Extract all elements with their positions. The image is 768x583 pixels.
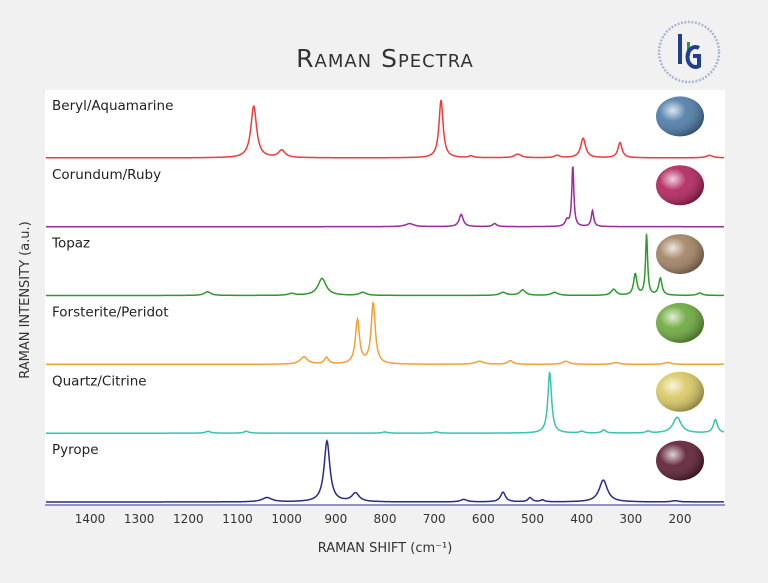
panel-quartz-citrine: Quartz/Citrine xyxy=(46,371,725,434)
gem-image xyxy=(656,234,704,275)
x-tick-label: 400 xyxy=(570,512,593,526)
panel-pyrope: Pyrope xyxy=(46,438,724,503)
chart-title: Raman Spectra xyxy=(296,44,474,73)
spectrum-line xyxy=(46,301,724,366)
x-tick-label: 1100 xyxy=(222,512,253,526)
x-tick-label: 300 xyxy=(619,512,642,526)
x-tick-label: 1200 xyxy=(173,512,204,526)
x-tick-label: 200 xyxy=(669,512,692,526)
panel-forsterite-peridot: Forsterite/Peridot xyxy=(46,301,724,366)
gem-image xyxy=(656,302,704,343)
x-tick-label: 900 xyxy=(324,512,347,526)
panel-corundum-ruby: Corundum/Ruby xyxy=(46,165,724,228)
x-tick-label: 1400 xyxy=(75,512,106,526)
series-label: Corundum/Ruby xyxy=(52,167,161,183)
x-tick-label: 500 xyxy=(521,512,544,526)
x-tick-label: 700 xyxy=(423,512,446,526)
series-label: Topaz xyxy=(51,236,90,252)
panel-beryl-aquamarine: Beryl/Aquamarine xyxy=(46,96,724,159)
spectrum-line xyxy=(46,99,724,159)
gem-image xyxy=(656,165,704,206)
gem-image xyxy=(656,96,704,137)
x-tick-label: 1000 xyxy=(271,512,302,526)
gem-image xyxy=(656,440,704,481)
series-label: Forsterite/Peridot xyxy=(52,305,169,321)
x-tick-label: 600 xyxy=(472,512,495,526)
x-tick-label: 800 xyxy=(374,512,397,526)
gem-image xyxy=(656,371,704,412)
plot-area xyxy=(45,90,725,506)
x-tick-label: 1300 xyxy=(124,512,155,526)
y-axis-label: RAMAN INTENSITY (a.u.) xyxy=(18,221,33,379)
x-axis-label: RAMAN SHIFT (cm⁻¹) xyxy=(318,541,453,556)
logo xyxy=(657,20,721,84)
series-label: Pyrope xyxy=(52,442,99,458)
panel-topaz: Topaz xyxy=(46,233,724,297)
spectrum-line xyxy=(46,233,724,297)
series-label: Quartz/Citrine xyxy=(52,373,147,389)
series-label: Beryl/Aquamarine xyxy=(52,98,173,114)
spectrum-line xyxy=(46,438,724,503)
spectrum-line xyxy=(46,166,724,228)
spectrum-line xyxy=(46,371,725,434)
